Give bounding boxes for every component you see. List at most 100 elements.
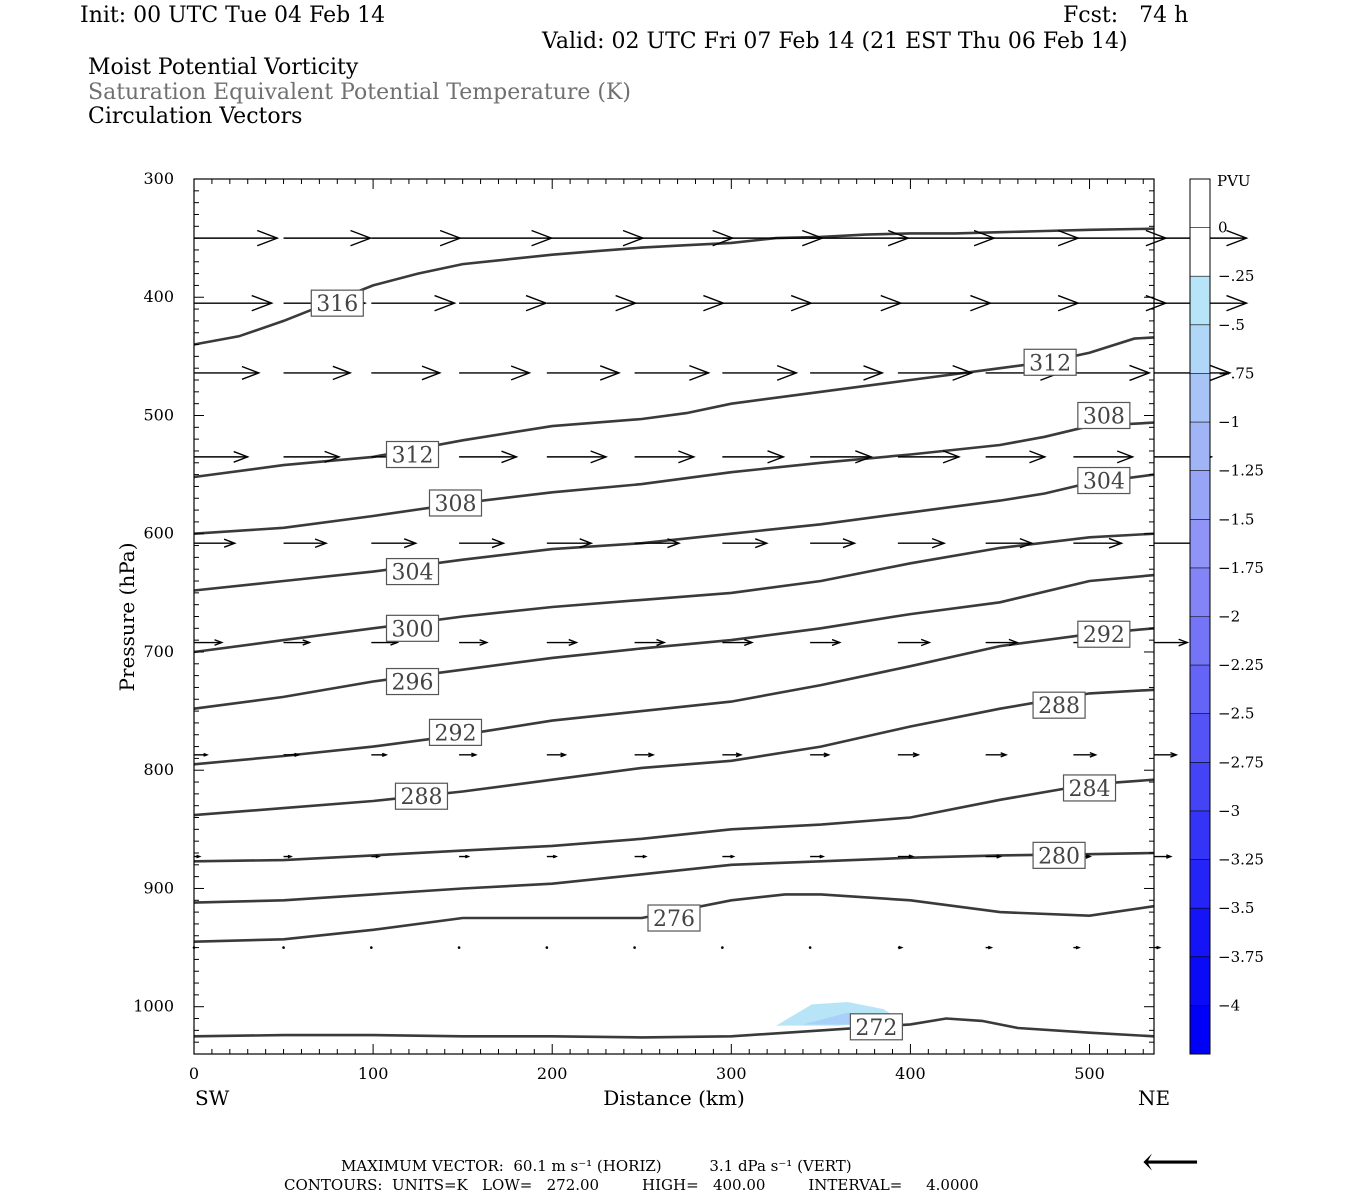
contour-label-box bbox=[394, 782, 449, 810]
vector-arrow bbox=[459, 538, 506, 549]
vector-arrow bbox=[1154, 751, 1179, 758]
contour-label-box bbox=[310, 289, 364, 317]
vector-arrow bbox=[1073, 751, 1098, 758]
contour-label-box bbox=[428, 489, 483, 517]
contour-layer bbox=[193, 227, 1155, 1039]
vector-arrow bbox=[545, 946, 549, 949]
colorbar-swatch bbox=[1190, 616, 1210, 666]
contour-label: 300 bbox=[392, 617, 434, 642]
colorbar-level-label: −1 bbox=[1218, 413, 1240, 431]
vector-arrow bbox=[459, 294, 548, 312]
vector-arrow bbox=[897, 945, 904, 950]
vector-arrow bbox=[546, 854, 559, 859]
vector-arrow bbox=[1073, 537, 1124, 549]
contour-280 bbox=[193, 851, 1155, 904]
init-time: Init: 00 UTC Tue 04 Feb 14 bbox=[80, 3, 386, 28]
x-axis-left-end: SW bbox=[195, 1086, 230, 1110]
y-axis-title: Pressure (hPa) bbox=[115, 543, 139, 692]
vector-arrow bbox=[897, 854, 915, 859]
vector-arrow bbox=[722, 854, 736, 859]
contour-304 bbox=[193, 473, 1155, 592]
vector-arrow bbox=[283, 752, 301, 757]
vector-arrow bbox=[1073, 945, 1081, 950]
vector-arrow bbox=[546, 538, 594, 549]
colorbar-level-label: −1.5 bbox=[1218, 510, 1254, 528]
vector-arrow bbox=[459, 365, 532, 381]
y-tick-label: 900 bbox=[143, 878, 174, 897]
vector-arrow bbox=[634, 294, 726, 312]
vector-arrow bbox=[283, 639, 312, 646]
vector-arrow bbox=[634, 854, 648, 859]
colorbar-swatch bbox=[1190, 762, 1210, 811]
x-tick-label: 300 bbox=[716, 1064, 747, 1083]
colorbar-swatch bbox=[1190, 179, 1210, 228]
vector-arrow bbox=[1154, 638, 1190, 647]
vector-arrow bbox=[459, 639, 489, 646]
field-title-2: Saturation Equivalent Potential Temperat… bbox=[88, 80, 631, 105]
vector-arrow bbox=[459, 450, 519, 464]
vector-arrow bbox=[194, 450, 250, 463]
contour-label: 292 bbox=[434, 721, 476, 746]
colorbar-swatch bbox=[1190, 324, 1210, 374]
contour-label-box bbox=[1023, 348, 1077, 376]
y-tick-label: 700 bbox=[143, 642, 174, 661]
vector-arrow bbox=[985, 752, 1008, 758]
vector-arrow bbox=[810, 638, 842, 647]
vector-arrow bbox=[722, 364, 799, 381]
x-tick-label: 100 bbox=[358, 1064, 389, 1083]
contour-label-box bbox=[1032, 841, 1086, 869]
x-tick-label: 500 bbox=[1074, 1064, 1105, 1083]
vector-arrow bbox=[546, 229, 646, 247]
vector-arrow bbox=[985, 638, 1020, 647]
colorbar-level-label: −1.25 bbox=[1218, 462, 1264, 480]
vector-layer bbox=[192, 229, 1249, 950]
vector-arrow bbox=[282, 946, 285, 949]
colorbar-unit: PVU bbox=[1217, 172, 1251, 190]
valid-time: Valid: 02 UTC Fri 07 Feb 14 (21 EST Thu … bbox=[542, 29, 1128, 54]
y-tick-label: 800 bbox=[143, 760, 174, 779]
colorbar-swatch bbox=[1190, 567, 1210, 617]
vector-arrow bbox=[371, 752, 389, 757]
vector-arrow bbox=[546, 638, 579, 647]
colorbar-swatch bbox=[1190, 1005, 1210, 1054]
vector-arrow bbox=[810, 229, 911, 247]
field-title-3: Circulation Vectors bbox=[88, 104, 303, 129]
colorbar-swatch bbox=[1190, 713, 1210, 763]
colorbar-level-label: −3.75 bbox=[1218, 948, 1264, 966]
colorbar-swatch bbox=[1190, 665, 1210, 714]
colorbar-swatch bbox=[1190, 908, 1210, 957]
field-title-1: Moist Potential Vorticity bbox=[88, 55, 359, 80]
colorbar-level-label: −.5 bbox=[1218, 316, 1245, 334]
contour-label-box bbox=[1077, 466, 1131, 495]
colorbar-level-label: −2.25 bbox=[1218, 656, 1264, 674]
vector-arrow bbox=[1073, 364, 1152, 382]
colorbar-swatch bbox=[1190, 859, 1210, 909]
contour-label-box bbox=[385, 440, 440, 469]
vector-arrow bbox=[283, 365, 353, 381]
contour-label-box bbox=[385, 667, 440, 696]
vector-arrow bbox=[985, 945, 994, 950]
contour-276 bbox=[193, 893, 1155, 943]
y-tick-label: 600 bbox=[143, 524, 174, 543]
vector-arrow bbox=[194, 854, 202, 859]
contour-label-box bbox=[428, 718, 483, 746]
contour-292 bbox=[193, 627, 1155, 766]
reference-vector-arrow: ⟵ bbox=[1142, 1139, 1199, 1185]
max-vector-info: MAXIMUM VECTOR: 60.1 m s⁻¹ (HORIZ) 3.1 d… bbox=[341, 1157, 852, 1175]
vector-arrow bbox=[985, 854, 1003, 859]
vector-arrow bbox=[633, 946, 636, 949]
colorbar-level-label: −4 bbox=[1218, 996, 1240, 1014]
x-axis-title: Distance (km) bbox=[603, 1086, 745, 1110]
vector-arrow bbox=[897, 537, 947, 549]
vector-arrow bbox=[810, 450, 874, 464]
contour-272 bbox=[193, 1017, 1155, 1039]
colorbar-swatch bbox=[1190, 373, 1210, 423]
vector-arrow bbox=[1154, 854, 1173, 859]
contour-label-box bbox=[1032, 691, 1086, 719]
vector-arrow bbox=[194, 365, 261, 380]
vector-arrow bbox=[634, 538, 681, 549]
vector-arrow bbox=[721, 946, 724, 949]
vector-arrow bbox=[194, 752, 209, 757]
y-tick-label: 500 bbox=[143, 405, 174, 424]
